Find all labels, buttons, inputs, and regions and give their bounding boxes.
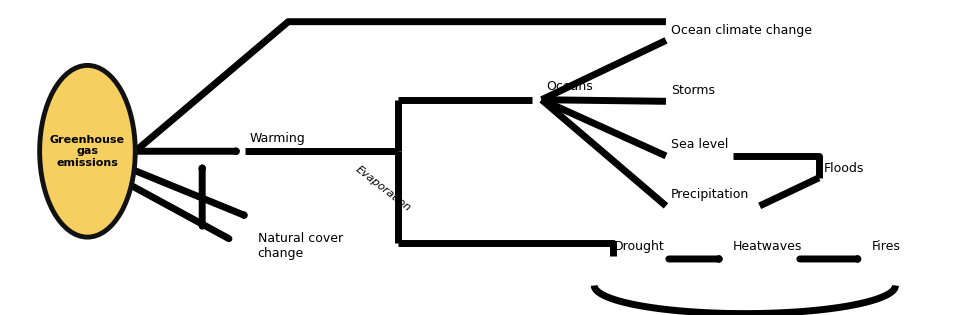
Text: Greenhouse
gas
emissions: Greenhouse gas emissions [50, 135, 125, 168]
Text: Heatwaves: Heatwaves [733, 240, 803, 253]
Text: Storms: Storms [670, 83, 714, 97]
Text: Oceans: Oceans [547, 81, 594, 94]
Text: Ocean climate change: Ocean climate change [670, 24, 811, 37]
Text: Sea level: Sea level [670, 138, 728, 151]
Text: Drought: Drought [614, 240, 665, 253]
Text: Evaporation: Evaporation [353, 164, 412, 213]
Text: Precipitation: Precipitation [670, 188, 749, 201]
Text: Natural cover
change: Natural cover change [258, 232, 342, 261]
Ellipse shape [39, 66, 135, 237]
Text: Fires: Fires [872, 240, 901, 253]
Text: Warming: Warming [250, 132, 306, 145]
Text: Floods: Floods [824, 162, 864, 175]
